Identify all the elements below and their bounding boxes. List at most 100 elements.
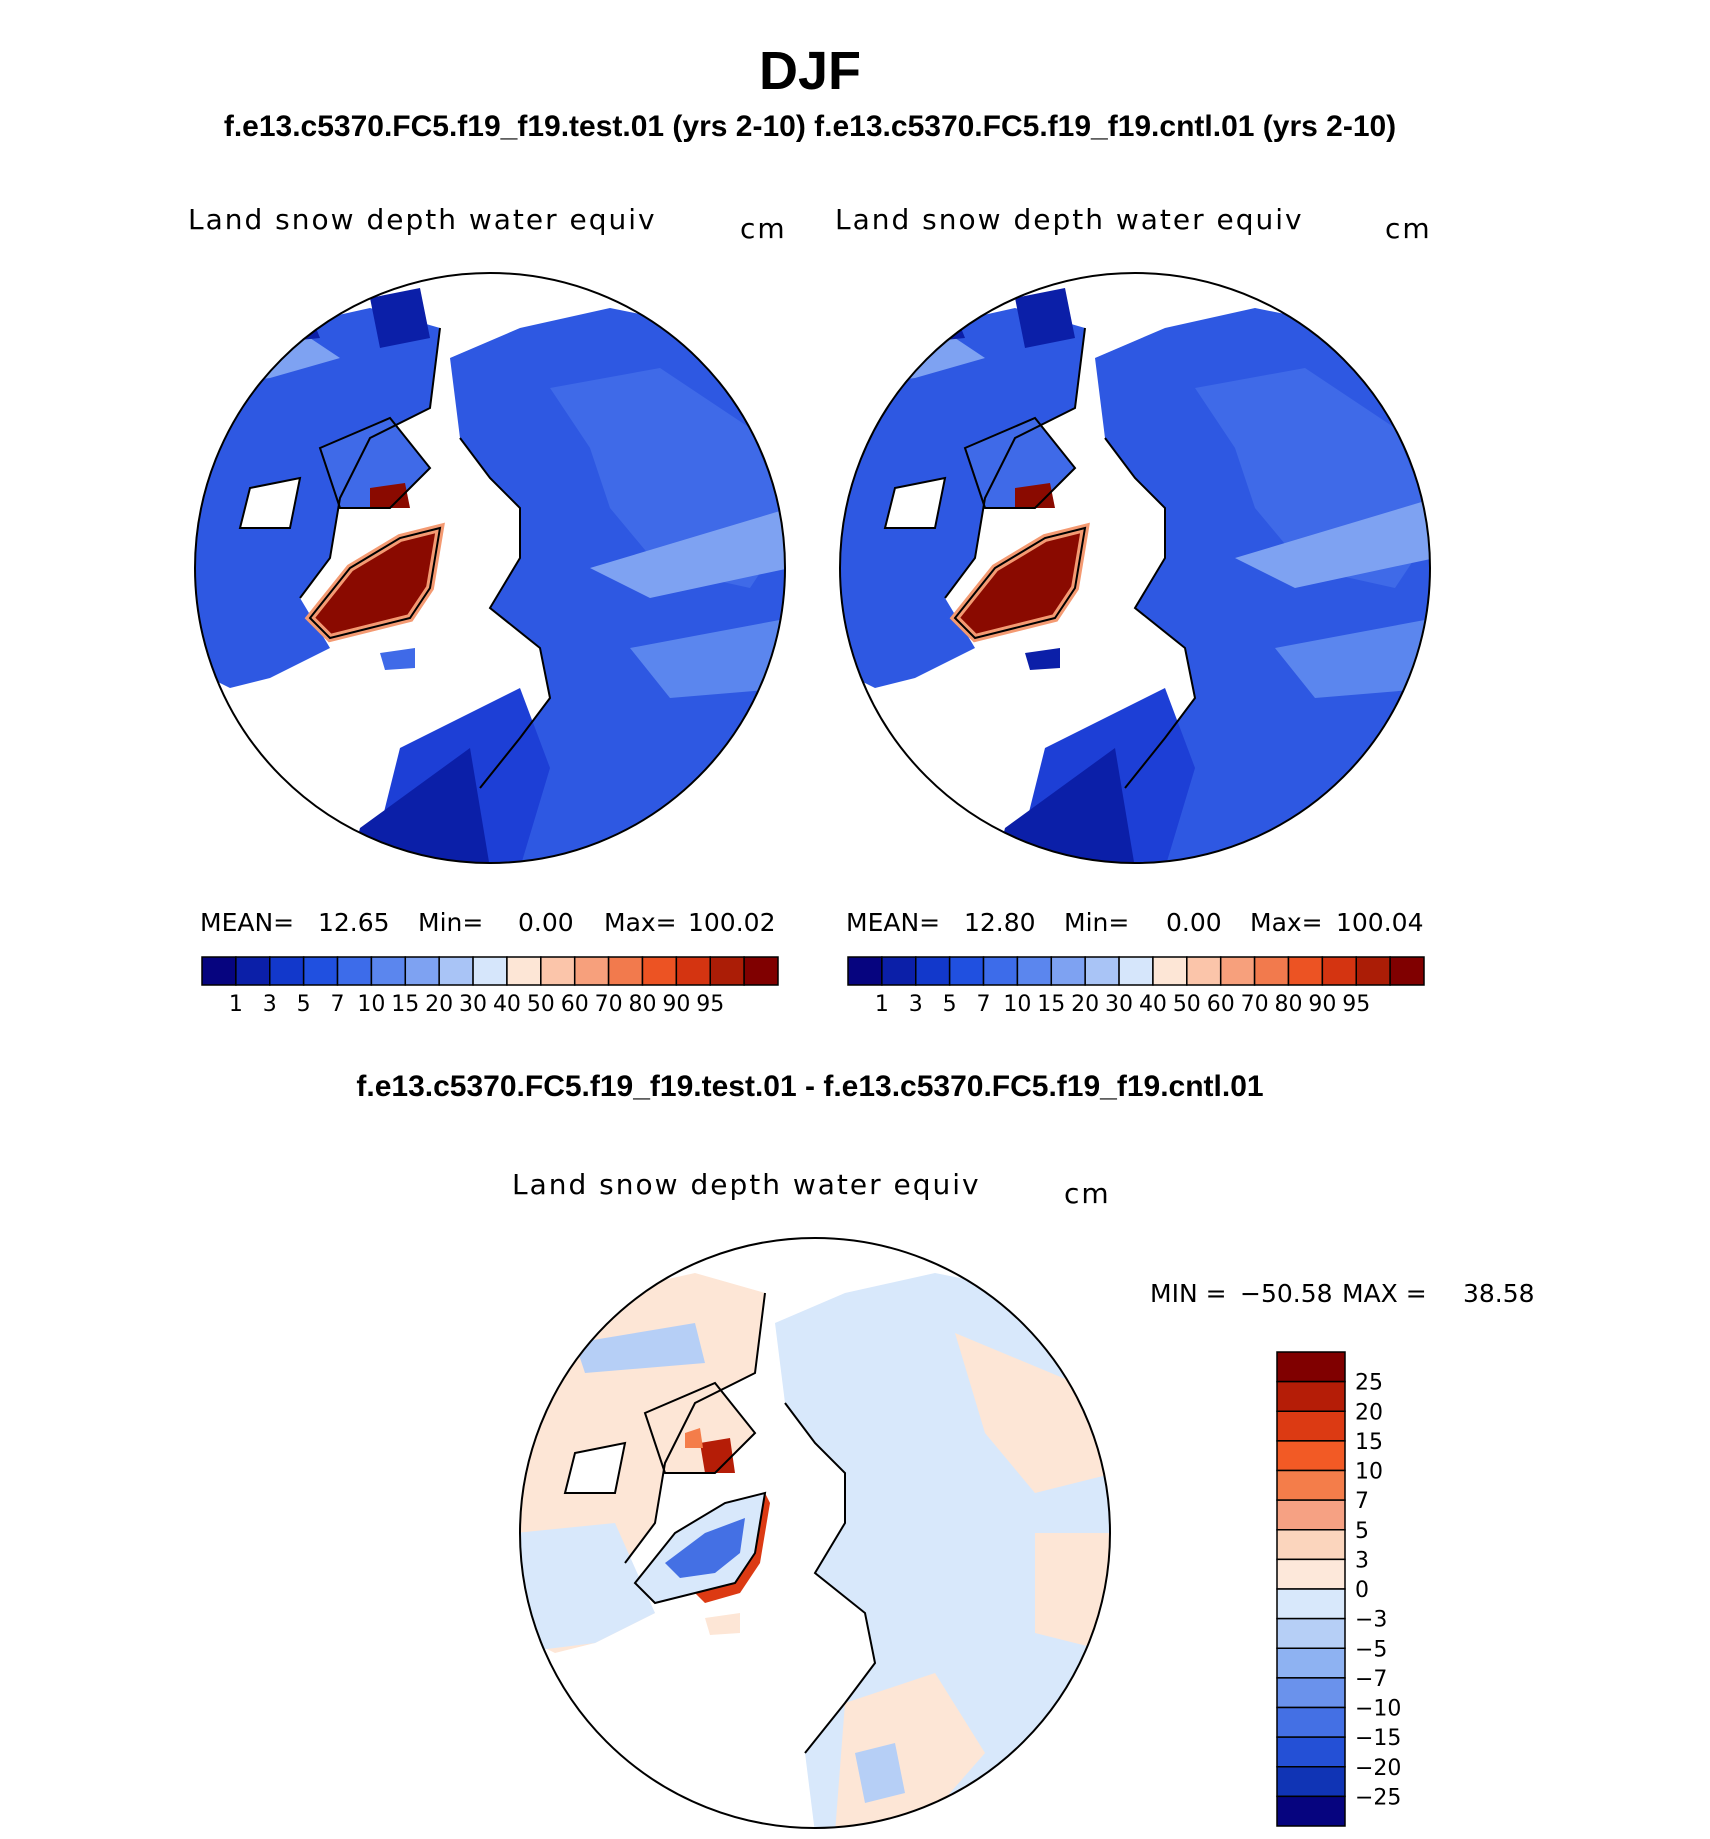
panel2-min-value: 0.00 — [1166, 908, 1222, 937]
panel1-max-value: 100.02 — [688, 908, 776, 937]
colorbar-tick-label: 7 — [1355, 1489, 1369, 1514]
panel1-coastlines — [238, 327, 552, 789]
colorbar-swatch — [1016, 956, 1053, 986]
colorbar-tick-label: 40 — [1139, 992, 1167, 1015]
diff-map-fill — [520, 1238, 1110, 1828]
colorbar-tick-label: 80 — [1274, 992, 1302, 1015]
colorbar-swatch — [438, 956, 474, 986]
colorbar-swatch — [540, 956, 576, 986]
colorbar-swatch — [1276, 1410, 1346, 1442]
colorbar-swatch — [982, 956, 1019, 986]
colorbar-tick-label: −3 — [1355, 1608, 1387, 1633]
colorbar-swatch — [1276, 1736, 1346, 1768]
colorbar-tick-label: 1 — [875, 992, 889, 1015]
diff-max-label: MAX = — [1342, 1279, 1427, 1308]
diff-colorbar: 25 20 15 10 7 5 3 0 −3 −5 −7 −10 −15 −20 −25 — [1276, 1351, 1401, 1827]
diff-max-value: 38.58 — [1463, 1279, 1535, 1308]
panel2-map-border — [839, 272, 1431, 864]
diff-map — [519, 1237, 1111, 1829]
diff-units-label: cm — [1064, 1177, 1111, 1210]
panel2-map-fill — [840, 273, 1430, 863]
diff-min-value: −50.58 — [1240, 1279, 1333, 1308]
diff-header: f.e13.c5370.FC5.f19_f19.test.01 - f.e13.… — [356, 1070, 1264, 1103]
colorbar-swatch — [1276, 1795, 1346, 1827]
colorbar-tick-label: 0 — [1355, 1578, 1369, 1603]
colorbar-swatch — [607, 956, 644, 986]
panel1-mean-value: 12.65 — [318, 908, 390, 937]
colorbar-tick-label: 10 — [357, 992, 385, 1015]
colorbar-tick-label: 5 — [297, 992, 311, 1015]
panel2-units-label: cm — [1385, 212, 1432, 245]
case-header: f.e13.c5370.FC5.f19_f19.test.01 (yrs 2-1… — [223, 110, 1397, 143]
colorbar-swatch — [641, 956, 678, 986]
colorbar-swatch — [472, 956, 508, 986]
colorbar-swatch — [1084, 956, 1120, 986]
colorbar-swatch — [1276, 1440, 1346, 1472]
colorbar-swatch — [881, 956, 917, 986]
diff-coastlines — [563, 1292, 877, 1754]
colorbar-tick-label: 20 — [425, 992, 453, 1015]
colorbar-swatch — [1276, 1529, 1346, 1561]
colorbar-swatch — [235, 956, 271, 986]
panel2-mean-value: 12.80 — [964, 908, 1036, 937]
colorbar-swatch — [1253, 956, 1290, 986]
colorbar-tick-label: 80 — [628, 992, 656, 1015]
colorbar-tick-label: 90 — [662, 992, 690, 1015]
colorbar-swatch — [1321, 956, 1357, 986]
colorbar-swatch — [1276, 1588, 1346, 1620]
colorbar-tick-label: −7 — [1355, 1667, 1387, 1692]
colorbar-tick-label: 3 — [1355, 1548, 1369, 1573]
colorbar-tick-label: 30 — [459, 992, 487, 1015]
panel2-colorbar: 1 3 5 7 10 15 20 30 40 50 60 70 80 90 95 — [847, 956, 1425, 1015]
diff-min-label: MIN = — [1150, 1279, 1227, 1308]
panel2-max-label: Max= — [1250, 908, 1323, 937]
panel1-colorbar: 1 3 5 7 10 15 20 30 40 50 60 70 80 90 95 — [201, 956, 779, 1015]
colorbar-swatch — [1276, 1469, 1346, 1501]
colorbar-tick-label: 20 — [1355, 1400, 1383, 1425]
panel1-min-label: Min= — [418, 908, 484, 937]
panel2-min-label: Min= — [1064, 908, 1130, 937]
diff-map-border — [519, 1237, 1111, 1829]
colorbar-swatch — [269, 956, 305, 986]
colorbar-tick-label: 3 — [909, 992, 923, 1015]
colorbar-swatch — [847, 956, 883, 986]
panel1-map — [194, 272, 786, 864]
diff-variable-label: Land snow depth water equiv — [512, 1168, 981, 1201]
colorbar-swatch — [915, 956, 951, 986]
colorbar-swatch — [1287, 956, 1324, 986]
colorbar-tick-label: 95 — [1342, 992, 1370, 1015]
colorbar-tick-label: 60 — [1207, 992, 1235, 1015]
colorbar-swatch — [1219, 956, 1256, 986]
colorbar-tick-label: 1 — [229, 992, 243, 1015]
colorbar-swatch — [1276, 1647, 1346, 1679]
colorbar-tick-label: 5 — [1355, 1519, 1369, 1544]
colorbar-swatch — [573, 956, 610, 986]
colorbar-swatch — [948, 956, 985, 986]
panel1-variable-label: Land snow depth water equiv — [188, 203, 657, 236]
colorbar-tick-label: −10 — [1355, 1697, 1401, 1722]
colorbar-swatch — [1276, 1706, 1346, 1738]
colorbar-tick-label: 7 — [331, 992, 345, 1015]
colorbar-swatch — [1186, 956, 1222, 986]
colorbar-tick-label: 10 — [1355, 1460, 1383, 1485]
colorbar-tick-label: 10 — [1003, 992, 1031, 1015]
panel2-variable-label: Land snow depth water equiv — [835, 203, 1304, 236]
panel2-mean-label: MEAN= — [846, 908, 941, 937]
figure-title: DJF — [758, 41, 861, 101]
colorbar-swatch — [302, 956, 339, 986]
colorbar-swatch — [201, 956, 237, 986]
colorbar-tick-label: 7 — [977, 992, 991, 1015]
colorbar-swatch — [1276, 1351, 1346, 1383]
colorbar-swatch — [370, 956, 407, 986]
colorbar-tick-label: −20 — [1355, 1756, 1401, 1781]
colorbar-tick-label: 30 — [1105, 992, 1133, 1015]
colorbar-tick-label: 5 — [943, 992, 957, 1015]
panel1-map-fill — [195, 273, 785, 863]
colorbar-tick-label: 3 — [263, 992, 277, 1015]
colorbar-tick-label: −25 — [1355, 1785, 1401, 1810]
colorbar-swatch — [709, 956, 745, 986]
colorbar-swatch — [1276, 1766, 1346, 1798]
colorbar-tick-label: 70 — [1241, 992, 1269, 1015]
colorbar-tick-label: −5 — [1355, 1637, 1387, 1662]
panel1-map-border — [194, 272, 786, 864]
